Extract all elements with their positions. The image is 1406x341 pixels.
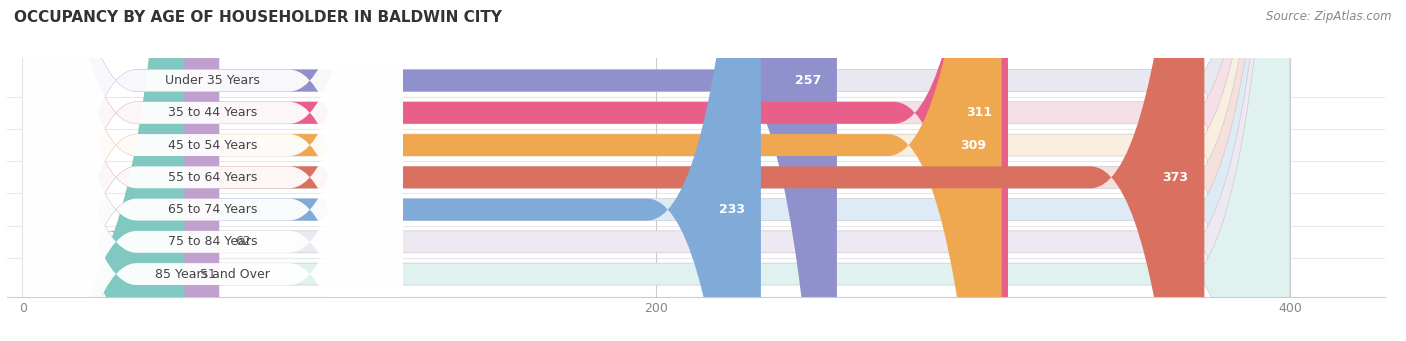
FancyBboxPatch shape xyxy=(22,0,404,341)
Text: 62: 62 xyxy=(235,235,250,248)
FancyBboxPatch shape xyxy=(22,0,1001,341)
FancyBboxPatch shape xyxy=(22,0,1289,341)
FancyBboxPatch shape xyxy=(22,0,404,341)
Text: 45 to 54 Years: 45 to 54 Years xyxy=(169,138,257,151)
FancyBboxPatch shape xyxy=(22,0,1008,341)
FancyBboxPatch shape xyxy=(22,0,837,341)
Text: 65 to 74 Years: 65 to 74 Years xyxy=(169,203,257,216)
Text: Under 35 Years: Under 35 Years xyxy=(166,74,260,87)
Text: 51: 51 xyxy=(200,268,217,281)
FancyBboxPatch shape xyxy=(22,0,219,341)
Text: Source: ZipAtlas.com: Source: ZipAtlas.com xyxy=(1267,10,1392,23)
Text: OCCUPANCY BY AGE OF HOUSEHOLDER IN BALDWIN CITY: OCCUPANCY BY AGE OF HOUSEHOLDER IN BALDW… xyxy=(14,10,502,25)
Text: 257: 257 xyxy=(794,74,821,87)
FancyBboxPatch shape xyxy=(22,0,404,341)
FancyBboxPatch shape xyxy=(22,0,1289,341)
FancyBboxPatch shape xyxy=(22,0,761,341)
Text: 85 Years and Over: 85 Years and Over xyxy=(156,268,270,281)
Text: 35 to 44 Years: 35 to 44 Years xyxy=(169,106,257,119)
FancyBboxPatch shape xyxy=(22,0,404,341)
Text: 75 to 84 Years: 75 to 84 Years xyxy=(169,235,257,248)
FancyBboxPatch shape xyxy=(22,0,1289,341)
FancyBboxPatch shape xyxy=(22,0,404,341)
FancyBboxPatch shape xyxy=(22,0,1289,341)
Text: 309: 309 xyxy=(960,138,986,151)
FancyBboxPatch shape xyxy=(22,0,404,341)
FancyBboxPatch shape xyxy=(22,0,184,341)
Text: 55 to 64 Years: 55 to 64 Years xyxy=(169,171,257,184)
FancyBboxPatch shape xyxy=(22,0,1205,341)
FancyBboxPatch shape xyxy=(22,0,1289,341)
FancyBboxPatch shape xyxy=(22,0,1289,341)
Text: 311: 311 xyxy=(966,106,993,119)
Text: 373: 373 xyxy=(1163,171,1188,184)
FancyBboxPatch shape xyxy=(22,0,1289,341)
FancyBboxPatch shape xyxy=(22,0,404,341)
Text: 233: 233 xyxy=(718,203,745,216)
